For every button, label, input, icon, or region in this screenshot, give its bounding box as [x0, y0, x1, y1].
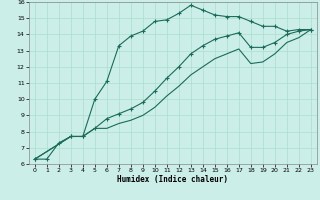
- X-axis label: Humidex (Indice chaleur): Humidex (Indice chaleur): [117, 175, 228, 184]
